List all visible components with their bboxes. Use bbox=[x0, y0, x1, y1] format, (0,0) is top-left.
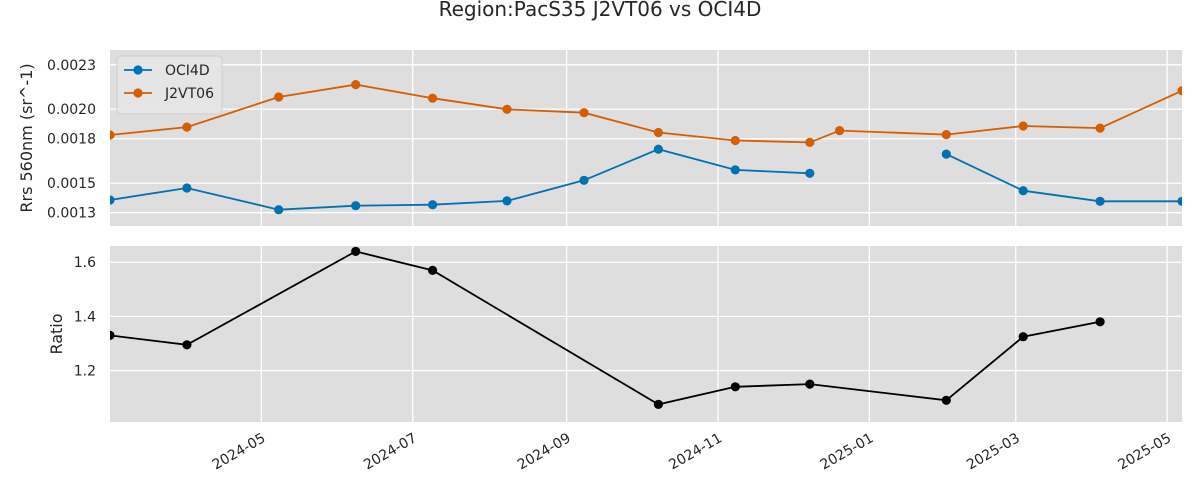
data-point bbox=[653, 127, 664, 138]
legend: OCI4D J2VT06 bbox=[116, 55, 223, 115]
data-point bbox=[1177, 196, 1182, 206]
data-point bbox=[579, 175, 589, 185]
x-tick-label: 2025-01 bbox=[818, 430, 877, 473]
top-y-tick-label: 0.0020 bbox=[47, 102, 96, 118]
data-point bbox=[835, 126, 845, 136]
series-line bbox=[110, 148, 810, 211]
data-point bbox=[805, 168, 815, 178]
data-point bbox=[182, 122, 192, 132]
x-tick-label: 2024-11 bbox=[666, 430, 725, 473]
bottom-y-tick-label: 1.4 bbox=[74, 309, 96, 325]
data-point bbox=[502, 196, 512, 206]
data-point bbox=[1095, 196, 1105, 206]
bottom-y-tick-label: 1.2 bbox=[74, 364, 96, 380]
x-axis: 2024-05 2024-07 2024-09 2024-11 2025-01 2025-… bbox=[210, 430, 1174, 473]
series-line bbox=[110, 250, 1101, 406]
data-point bbox=[182, 183, 192, 193]
data-point bbox=[502, 104, 512, 114]
bottom-y-tick-label: 1.6 bbox=[74, 255, 96, 271]
series-line bbox=[945, 153, 1182, 203]
data-point bbox=[428, 93, 438, 103]
data-point bbox=[110, 195, 115, 205]
top-y-tick-label: 0.0015 bbox=[47, 176, 96, 192]
data-point bbox=[653, 144, 664, 154]
legend-label: OCI4D bbox=[165, 63, 210, 79]
data-point bbox=[653, 399, 664, 409]
data-point bbox=[941, 130, 951, 140]
data-point bbox=[351, 80, 361, 90]
data-point bbox=[274, 92, 284, 102]
data-point bbox=[428, 200, 438, 210]
data-point bbox=[110, 130, 115, 140]
data-point bbox=[1095, 317, 1105, 327]
top-series-oci4d bbox=[110, 144, 1182, 215]
x-tick-label: 2025-03 bbox=[964, 430, 1023, 473]
top-y-tick-label: 0.0023 bbox=[47, 58, 96, 74]
data-point bbox=[1095, 123, 1105, 133]
data-point bbox=[730, 382, 740, 392]
data-point bbox=[579, 108, 589, 118]
data-point bbox=[805, 137, 815, 147]
data-point bbox=[1018, 121, 1028, 131]
data-point bbox=[941, 395, 951, 405]
data-point bbox=[1018, 332, 1028, 342]
chart-title: Region:PacS35 J2VT06 vs OCI4D bbox=[439, 0, 762, 21]
bottom-series-ratio bbox=[110, 246, 1105, 409]
data-point bbox=[1018, 186, 1028, 196]
top-y-tick-label: 0.0013 bbox=[47, 206, 96, 222]
top-y-axis-label: Rrs 560nm (sr^-1) bbox=[17, 63, 36, 212]
data-point bbox=[182, 340, 192, 350]
data-point bbox=[805, 379, 815, 389]
data-point bbox=[274, 205, 284, 215]
top-y-tick-label: 0.0018 bbox=[47, 132, 96, 148]
top-series-j2vt06 bbox=[110, 80, 1182, 147]
data-point bbox=[730, 135, 740, 146]
top-panel: 0.0013 0.0015 0.0018 0.0020 0.0023 Rrs 560nm … bbox=[17, 50, 1182, 226]
x-tick-label: 2024-09 bbox=[515, 430, 574, 473]
bottom-panel: 1.2 1.4 1.6 Ratio bbox=[47, 246, 1182, 422]
data-point bbox=[428, 265, 438, 275]
data-point bbox=[730, 165, 740, 175]
data-point bbox=[110, 330, 115, 340]
x-tick-label: 2025-05 bbox=[1115, 430, 1174, 473]
legend-marker bbox=[133, 65, 143, 75]
data-point bbox=[1177, 86, 1182, 96]
data-point bbox=[351, 201, 361, 211]
legend-label: J2VT06 bbox=[164, 86, 214, 102]
legend-marker bbox=[133, 88, 143, 98]
data-point bbox=[941, 149, 951, 159]
x-tick-label: 2024-05 bbox=[210, 430, 269, 473]
top-plot-area bbox=[110, 50, 1182, 226]
x-tick-label: 2024-07 bbox=[361, 430, 420, 473]
bottom-y-axis-label: Ratio bbox=[47, 313, 66, 354]
data-point bbox=[351, 246, 361, 256]
bottom-plot-area bbox=[110, 246, 1182, 422]
